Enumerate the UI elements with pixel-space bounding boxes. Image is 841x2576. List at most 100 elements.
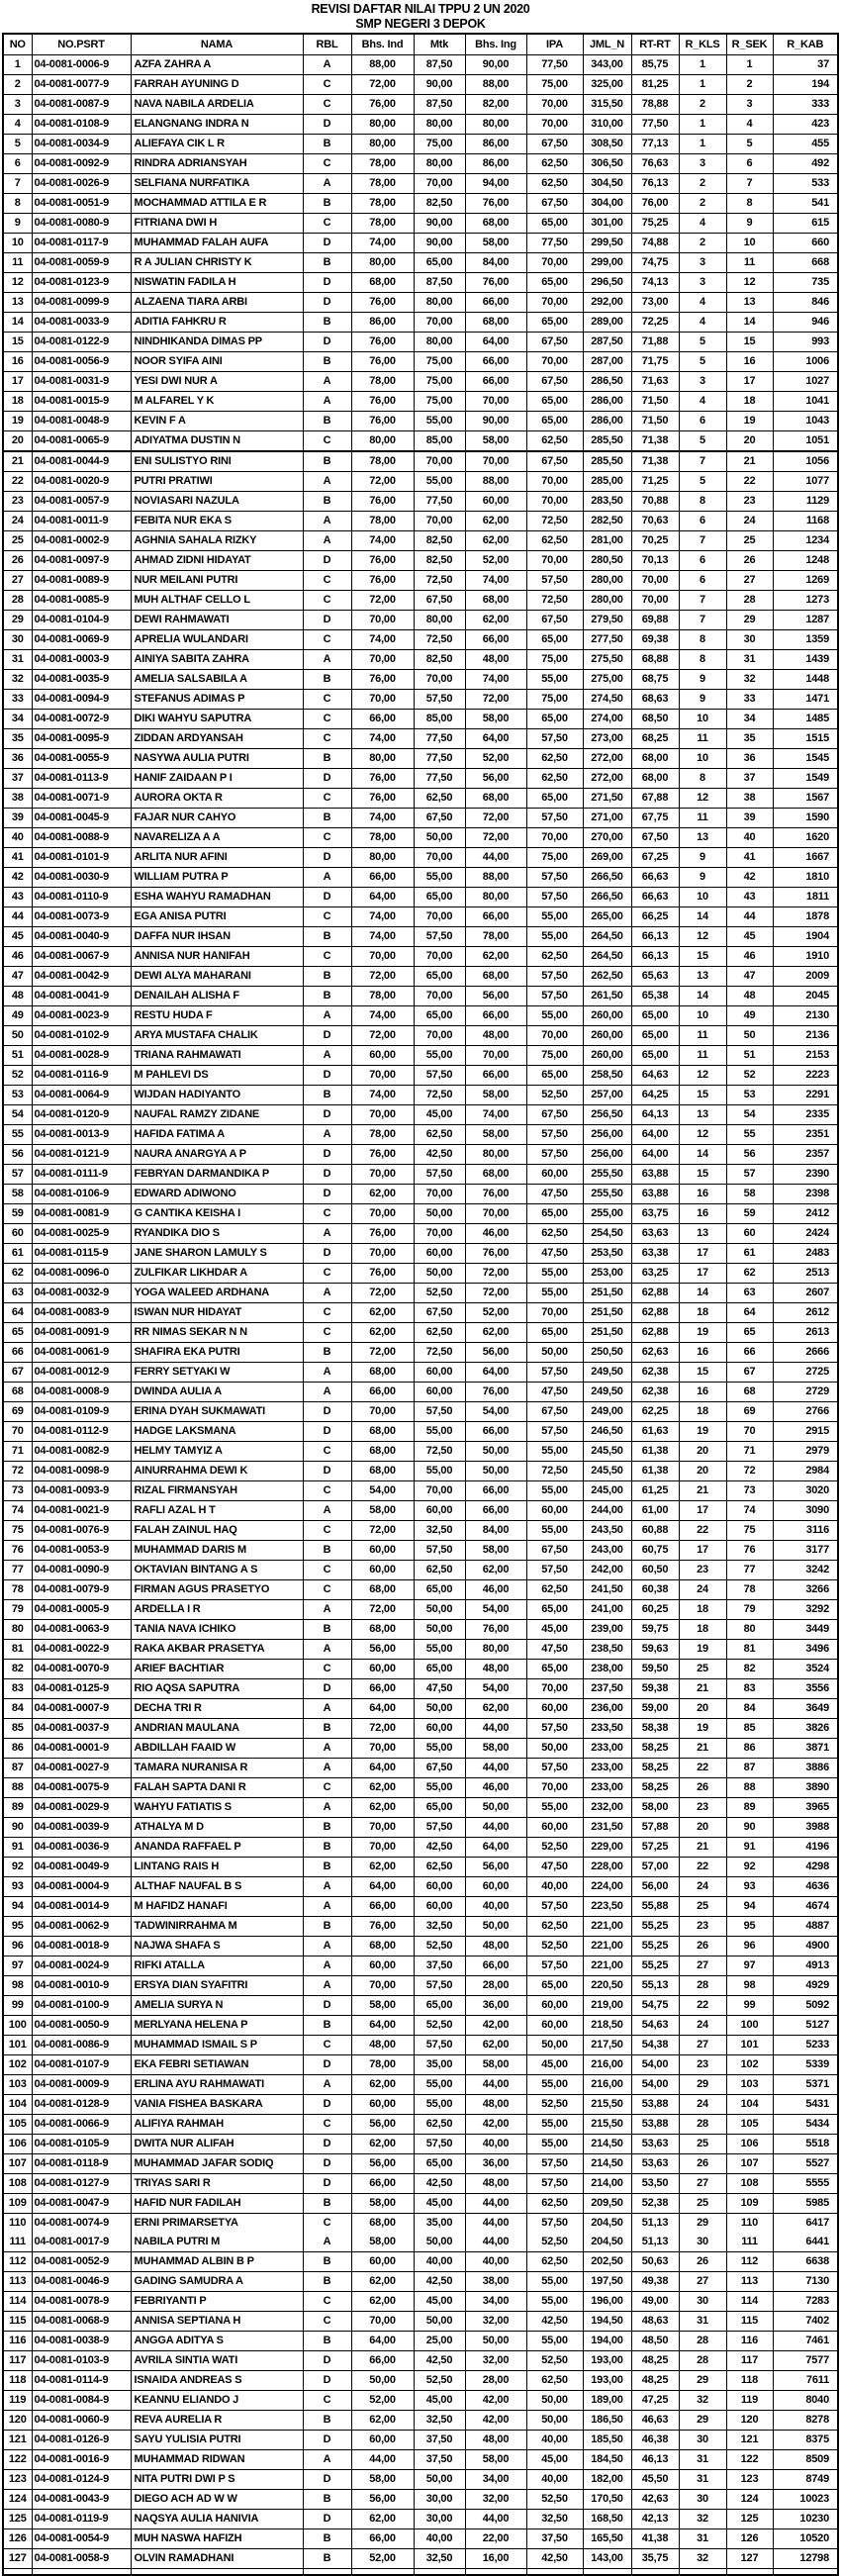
name-cell: FARRAH AYUNING D xyxy=(130,74,304,95)
bhs-ind-score-cell: 76,00 xyxy=(350,94,415,115)
bhs-ing-score-cell: 62,00 xyxy=(464,511,527,531)
ipa-score-cell: 62,50 xyxy=(525,946,584,967)
rt-rt-cell: 73,00 xyxy=(630,292,680,313)
r-kab-cell: 4298 xyxy=(772,1857,839,1877)
name-cell: ANGGA ADITYA S xyxy=(130,2331,304,2351)
bhs-ing-score-cell: 76,00 xyxy=(464,193,527,214)
name-cell: RAFLI AZAL H T xyxy=(130,1500,304,1521)
r-kls-cell: 1 xyxy=(678,74,727,95)
bhs-ind-score-cell: 62,00 xyxy=(350,1777,415,1798)
r-sek-cell: 97 xyxy=(725,1956,774,1976)
jml-n-cell: 214,50 xyxy=(582,2134,632,2154)
bhs-ing-score-cell: 48,00 xyxy=(464,2094,527,2115)
participant-number-cell: 04-0081-0108-9 xyxy=(31,114,132,135)
bhs-ind-score-cell: 78,00 xyxy=(350,2054,415,2075)
participant-number-cell: 04-0081-0025-9 xyxy=(31,1223,132,1244)
no-cell: 39 xyxy=(2,808,33,828)
table-row: 106 04-0081-0105-9 DWITA NUR ALIFAH D 62,00 5… xyxy=(2,2134,839,2154)
ipa-score-cell: 57,50 xyxy=(525,808,584,828)
rt-rt-cell: 55,25 xyxy=(630,1956,680,1976)
empty-cell xyxy=(772,2568,839,2575)
r-kab-cell: 541 xyxy=(772,193,839,214)
r-sek-cell: 21 xyxy=(725,450,774,472)
bhs-ind-score-cell: 68,00 xyxy=(350,2213,415,2233)
name-cell: AMELIA SURYA N xyxy=(130,1995,304,2016)
ipa-score-cell: 45,00 xyxy=(525,2449,584,2470)
rt-rt-cell: 70,25 xyxy=(630,530,680,551)
participant-number-cell: 04-0081-0049-9 xyxy=(31,1857,132,1877)
name-cell: ANANDA RAFFAEL P xyxy=(130,1837,304,1858)
participant-number-cell: 04-0081-0059-9 xyxy=(31,252,132,273)
bhs-ind-score-cell: 70,00 xyxy=(350,1738,415,1759)
bhs-ing-score-cell: 62,00 xyxy=(464,610,527,630)
rt-rt-cell: 77,50 xyxy=(630,114,680,135)
participant-number-cell: 04-0081-0119-9 xyxy=(31,2509,132,2529)
bhs-ind-score-cell: 74,00 xyxy=(350,926,415,947)
table-row: 37 04-0081-0113-9 HANIF ZAIDAAN P I D 76,00 7… xyxy=(2,768,839,789)
bhs-ing-score-cell: 32,00 xyxy=(464,2311,527,2332)
ipa-score-cell: 62,50 xyxy=(525,153,584,174)
name-cell: DWINDA AULIA A xyxy=(130,1382,304,1402)
bhs-ind-score-cell: 68,00 xyxy=(350,1441,415,1462)
name-cell: EKA FEBRI SETIAWAN xyxy=(130,2054,304,2075)
participant-number-cell: 04-0081-0117-9 xyxy=(31,233,132,253)
ipa-score-cell: 70,00 xyxy=(525,252,584,273)
name-cell: ARYA MUSTAFA CHALIK xyxy=(130,1025,304,1046)
no-cell: 111 xyxy=(2,2233,33,2252)
rbl-cell: A xyxy=(302,1639,352,1660)
bhs-ing-score-cell: 80,00 xyxy=(464,1639,527,1660)
r-kab-cell: 455 xyxy=(772,134,839,154)
mtk-score-cell: 52,50 xyxy=(413,1283,466,1303)
participant-number-cell: 04-0081-0115-9 xyxy=(31,1243,132,1264)
no-cell: 108 xyxy=(2,2173,33,2194)
rt-rt-cell: 74,13 xyxy=(630,272,680,293)
participant-number-cell: 04-0081-0055-9 xyxy=(31,748,132,769)
jml-n-cell: 214,50 xyxy=(582,2153,632,2174)
bhs-ing-score-cell: 90,00 xyxy=(464,54,527,75)
bhs-ind-score-cell: 80,00 xyxy=(350,114,415,135)
name-cell: MUHAMMAD DARIS M xyxy=(130,1540,304,1561)
participant-number-cell: 04-0081-0008-9 xyxy=(31,1382,132,1402)
mtk-score-cell: 60,00 xyxy=(413,1382,466,1402)
bhs-ind-score-cell: 76,00 xyxy=(350,332,415,352)
mtk-score-cell: 50,00 xyxy=(413,827,466,848)
r-sek-cell: 51 xyxy=(725,1045,774,1066)
r-sek-cell: 18 xyxy=(725,391,774,412)
mtk-score-cell: 62,50 xyxy=(413,2114,466,2135)
bhs-ing-score-cell: 84,00 xyxy=(464,252,527,273)
name-cell: ELANGNANG INDRA N xyxy=(130,114,304,135)
bhs-ind-score-cell: 62,00 xyxy=(350,1184,415,1204)
r-sek-cell: 99 xyxy=(725,1995,774,2016)
bhs-ind-score-cell: 76,00 xyxy=(350,411,415,431)
name-cell: FEBITA NUR EKA S xyxy=(130,511,304,531)
table-row: 99 04-0081-0100-9 AMELIA SURYA N D 58,00 65,0… xyxy=(2,1995,839,2016)
bhs-ing-score-cell: 22,00 xyxy=(464,2528,527,2549)
ipa-score-cell: 65,00 xyxy=(525,312,584,333)
table-row: 35 04-0081-0095-9 ZIDDAN ARDYANSAH C 74,00 77… xyxy=(2,728,839,749)
jml-n-cell: 243,50 xyxy=(582,1520,632,1541)
r-kab-cell: 1667 xyxy=(772,847,839,868)
table-row: 43 04-0081-0110-9 ESHA WAHYU RAMADHAN D 64,0… xyxy=(2,887,839,907)
r-sek-cell: 4 xyxy=(725,114,774,135)
table-row: 125 04-0081-0119-9 NAQSYA AULIA HANIVIA D 62… xyxy=(2,2509,839,2529)
no-cell: 84 xyxy=(2,1698,33,1719)
rt-rt-cell: 59,38 xyxy=(630,1678,680,1699)
ipa-score-cell: 32,50 xyxy=(525,2509,584,2529)
ipa-score-cell: 70,00 xyxy=(525,491,584,512)
bhs-ing-score-cell: 42,00 xyxy=(464,2410,527,2431)
rt-rt-cell: 62,63 xyxy=(630,1342,680,1363)
bhs-ing-score-cell: 64,00 xyxy=(464,1362,527,1383)
ipa-score-cell: 52,50 xyxy=(525,1085,584,1105)
rbl-cell: D xyxy=(302,1144,352,1165)
jml-n-cell: 256,50 xyxy=(582,1104,632,1125)
rbl-cell: A xyxy=(302,649,352,670)
rt-rt-cell: 54,63 xyxy=(630,2015,680,2036)
jml-n-cell: 274,50 xyxy=(582,689,632,710)
bhs-ind-score-cell: 74,00 xyxy=(350,906,415,927)
r-sek-cell: 80 xyxy=(725,1619,774,1640)
r-sek-cell: 38 xyxy=(725,788,774,809)
rbl-cell: A xyxy=(302,391,352,412)
r-kls-cell: 13 xyxy=(678,1104,727,1125)
r-kab-cell: 1485 xyxy=(772,709,839,729)
r-kls-cell: 24 xyxy=(678,1579,727,1600)
